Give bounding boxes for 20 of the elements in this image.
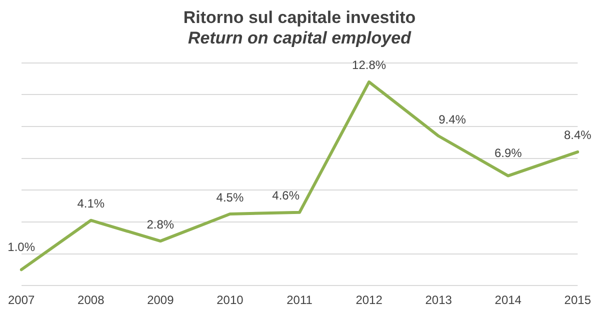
- chart-subtitle: Return on capital employed: [188, 28, 412, 48]
- x-tick-label: 2008: [78, 293, 105, 308]
- data-label: 12.8%: [352, 58, 386, 72]
- x-tick-label: 2015: [564, 293, 592, 308]
- data-label: 4.1%: [77, 196, 105, 211]
- data-label: 4.6%: [272, 188, 300, 203]
- data-label: 9.4%: [438, 112, 466, 126]
- data-label: 4.5%: [216, 190, 244, 204]
- x-tick-label: 2011: [286, 293, 313, 308]
- data-label: 8.4%: [564, 128, 592, 142]
- x-tick-label: 2010: [216, 293, 244, 308]
- x-tick-label: 2013: [425, 293, 452, 308]
- x-tick-label: 2012: [356, 293, 383, 308]
- data-label: 2.8%: [146, 217, 174, 232]
- x-tick-label: 2009: [147, 293, 174, 308]
- data-label: 1.0%: [8, 240, 36, 254]
- chart-title: Ritorno sul capitale investito: [183, 8, 416, 27]
- x-tick-label: 2007: [8, 293, 36, 308]
- x-tick-label: 2014: [494, 293, 522, 308]
- data-label: 6.9%: [494, 146, 522, 160]
